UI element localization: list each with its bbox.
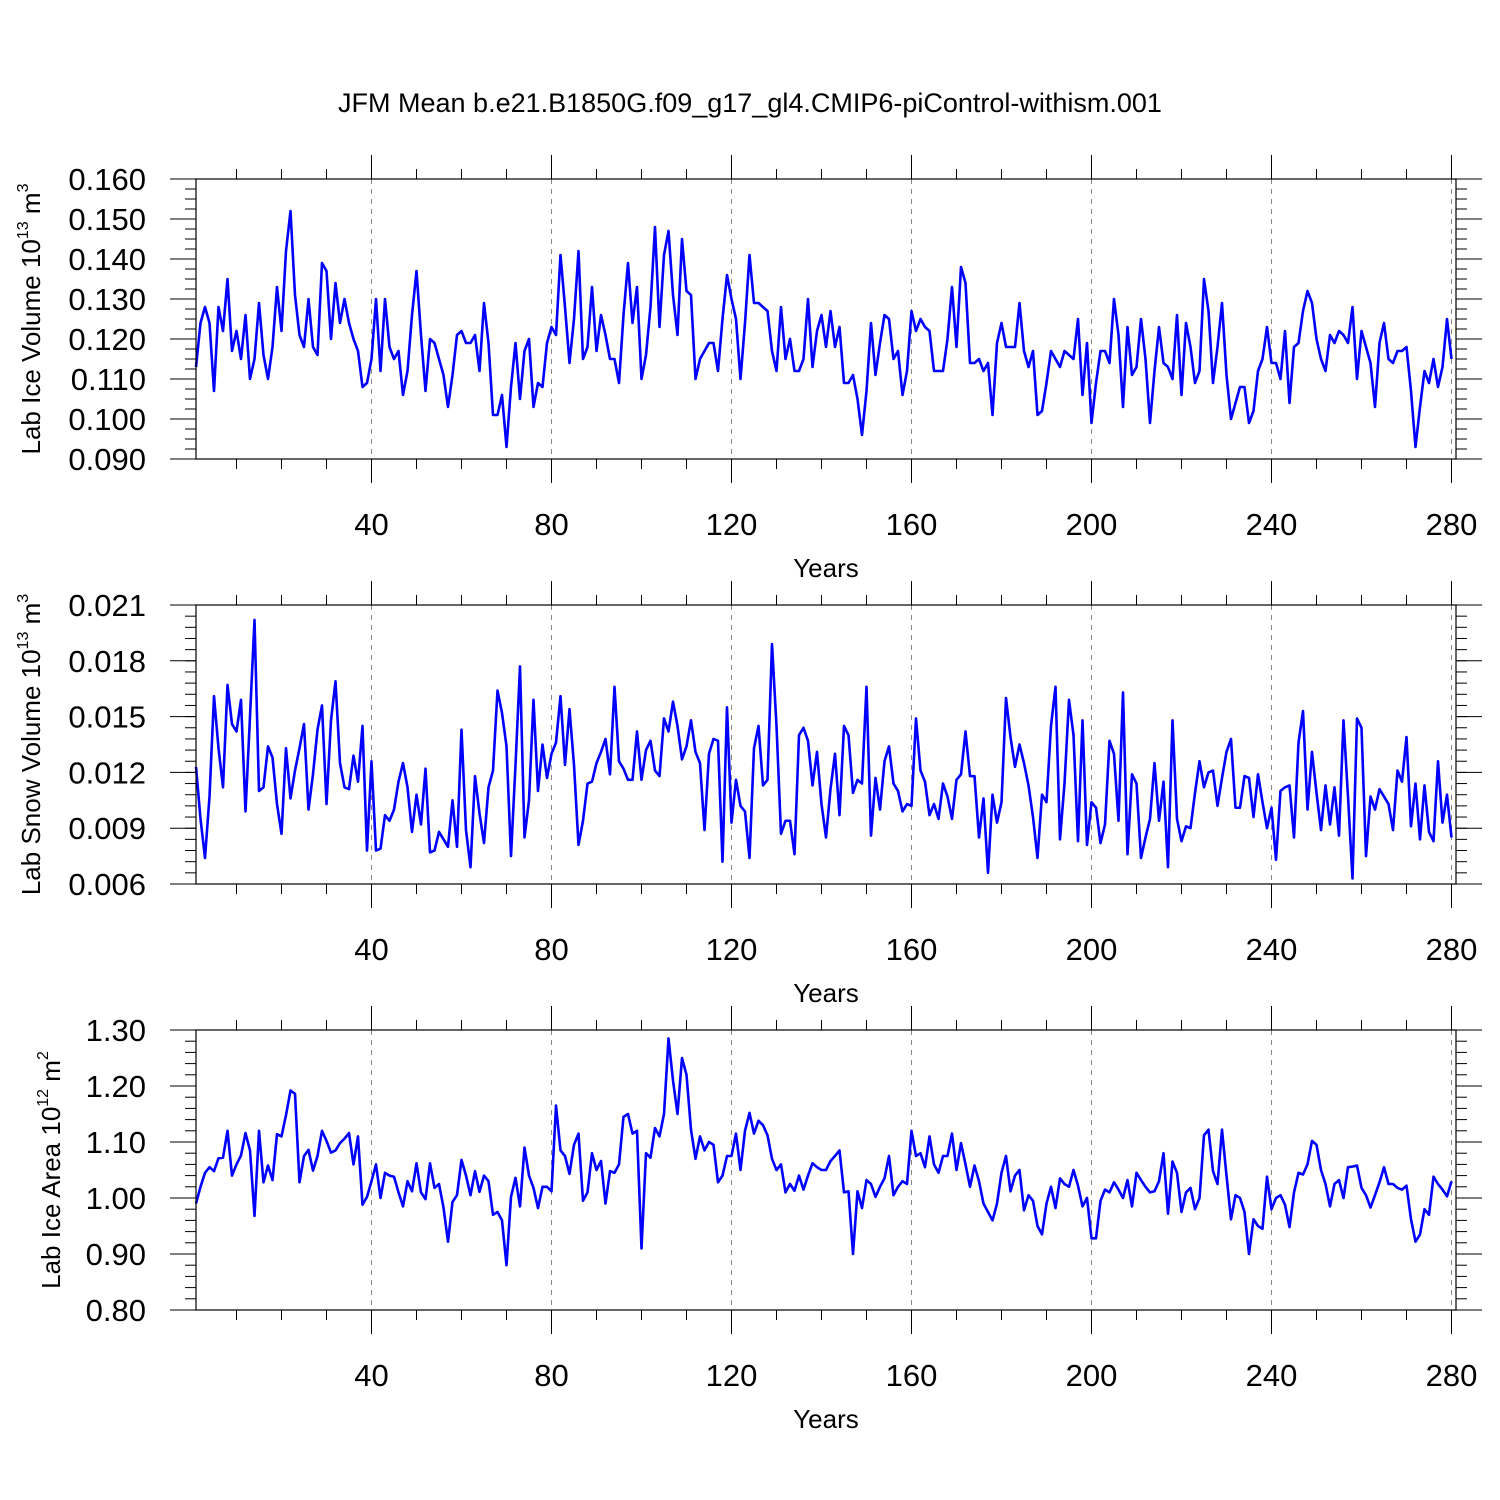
series-line-ice-volume [194, 209, 1453, 449]
x-axis-title: Years [793, 1404, 859, 1434]
y-tick-label: 0.015 [68, 700, 146, 735]
y-tick-label: 0.110 [71, 362, 146, 397]
x-tick-label: 240 [1246, 1358, 1298, 1393]
panel-ice-volume: 40 80 120 160 200 240 280 0.090 0.100 0.110 0.120 0… [15, 155, 1482, 583]
y-tick-label: 0.80 [86, 1293, 146, 1328]
y-tick-label: 0.006 [68, 867, 146, 902]
x-tick-label: 200 [1066, 932, 1118, 967]
y-tick-label: 0.021 [68, 588, 146, 623]
x-tick-label: 80 [534, 1358, 568, 1393]
y-tick-label: 0.100 [68, 402, 146, 437]
x-tick-label: 200 [1066, 1358, 1118, 1393]
x-tick-label: 80 [534, 507, 568, 542]
y-tick-label: 1.30 [86, 1013, 146, 1048]
y-tick-label: 0.130 [68, 282, 146, 317]
y-tick-label: 1.20 [86, 1069, 146, 1104]
x-tick-label: 280 [1426, 507, 1478, 542]
panel-ice-area: 40 80 120 160 200 240 280 0.80 0.90 1.00 1.10 1.20 1… [35, 1006, 1482, 1434]
plot-frame [195, 1029, 1457, 1311]
x-tick-label: 160 [886, 932, 938, 967]
y-tick-label: 1.10 [86, 1125, 146, 1160]
y-axis-title: Lab Ice Volume 1013 m3 [15, 183, 46, 454]
y-axis-title: Lab Snow Volume 1013 m3 [15, 594, 46, 895]
x-tick-label: 40 [354, 507, 388, 542]
x-tick-label: 160 [886, 1358, 938, 1393]
y-tick-label: 0.018 [68, 644, 146, 679]
x-tick-label: 40 [354, 1358, 388, 1393]
plot-frame [195, 178, 1457, 460]
y-tick-label: 1.00 [86, 1181, 146, 1216]
x-tick-label: 160 [886, 507, 938, 542]
chart-main-title: JFM Mean b.e21.B1850G.f09_g17_gl4.CMIP6-… [338, 88, 1162, 118]
panel-snow-volume: 40 80 120 160 200 240 280 0.006 0.009 0.012 0.015 0… [15, 581, 1482, 1008]
x-tick-label: 240 [1246, 932, 1298, 967]
y-tick-label: 0.150 [68, 202, 146, 237]
x-tick-label: 280 [1426, 932, 1478, 967]
y-tick-label: 0.140 [68, 242, 146, 277]
series-line-ice-area [194, 1037, 1453, 1267]
x-axis-title: Years [793, 978, 859, 1008]
x-tick-label: 240 [1246, 507, 1298, 542]
x-tick-label: 200 [1066, 507, 1118, 542]
y-tick-label: 0.012 [68, 755, 146, 790]
x-tick-label: 80 [534, 932, 568, 967]
x-tick-label: 280 [1426, 1358, 1478, 1393]
y-tick-label: 0.120 [68, 322, 146, 357]
x-tick-label: 120 [706, 507, 758, 542]
x-tick-label: 40 [354, 932, 388, 967]
x-tick-label: 120 [706, 1358, 758, 1393]
plot-frame [195, 604, 1457, 885]
y-axis-title: Lab Ice Area 1012 m2 [35, 1051, 66, 1289]
series-line-snow-volume [194, 618, 1453, 880]
y-tick-label: 0.090 [68, 442, 146, 477]
y-tick-label: 0.009 [68, 811, 146, 846]
y-tick-label: 0.90 [86, 1237, 146, 1272]
x-axis-title: Years [793, 553, 859, 583]
y-tick-label: 0.160 [68, 162, 146, 197]
x-tick-label: 120 [706, 932, 758, 967]
